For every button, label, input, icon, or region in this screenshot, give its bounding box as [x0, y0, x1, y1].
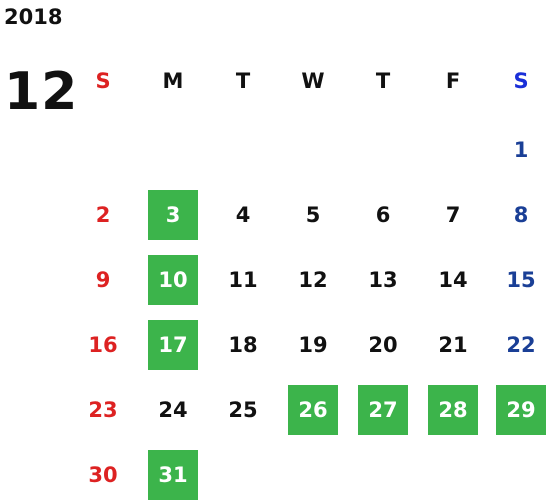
- day-cell-6: 6: [375, 203, 391, 227]
- weekday-header-sat: S: [513, 69, 529, 93]
- day-cell-2: 2: [95, 203, 111, 227]
- day-cell-14: 14: [438, 268, 468, 292]
- month-number: 12: [4, 62, 79, 122]
- day-cell-20: 20: [368, 333, 398, 357]
- day-cell-31: 31: [148, 450, 198, 500]
- day-cell-24: 24: [158, 398, 188, 422]
- day-cell-15: 15: [506, 268, 536, 292]
- day-cell-5: 5: [305, 203, 321, 227]
- day-cell-9: 9: [95, 268, 111, 292]
- day-cell-8: 8: [513, 203, 529, 227]
- day-cell-23: 23: [88, 398, 118, 422]
- day-cell-27: 27: [358, 385, 408, 435]
- day-cell-1: 1: [513, 138, 529, 162]
- weekday-header-tue: T: [235, 69, 251, 93]
- day-cell-30: 30: [88, 463, 118, 487]
- day-cell-3: 3: [148, 190, 198, 240]
- day-cell-17: 17: [148, 320, 198, 370]
- day-cell-16: 16: [88, 333, 118, 357]
- year-label: 2018: [4, 5, 63, 29]
- day-cell-19: 19: [298, 333, 328, 357]
- day-cell-29: 29: [496, 385, 546, 435]
- day-cell-26: 26: [288, 385, 338, 435]
- day-cell-13: 13: [368, 268, 398, 292]
- day-cell-4: 4: [235, 203, 251, 227]
- day-cell-28: 28: [428, 385, 478, 435]
- weekday-header-sun: S: [95, 69, 111, 93]
- weekday-header-mon: M: [162, 69, 184, 93]
- day-cell-10: 10: [148, 255, 198, 305]
- weekday-header-fri: F: [445, 69, 461, 93]
- day-cell-21: 21: [438, 333, 468, 357]
- day-cell-22: 22: [506, 333, 536, 357]
- day-cell-25: 25: [228, 398, 258, 422]
- day-cell-11: 11: [228, 268, 258, 292]
- day-cell-18: 18: [228, 333, 258, 357]
- day-cell-7: 7: [445, 203, 461, 227]
- weekday-header-thu: T: [375, 69, 391, 93]
- day-cell-12: 12: [298, 268, 328, 292]
- weekday-header-wed: W: [301, 69, 325, 93]
